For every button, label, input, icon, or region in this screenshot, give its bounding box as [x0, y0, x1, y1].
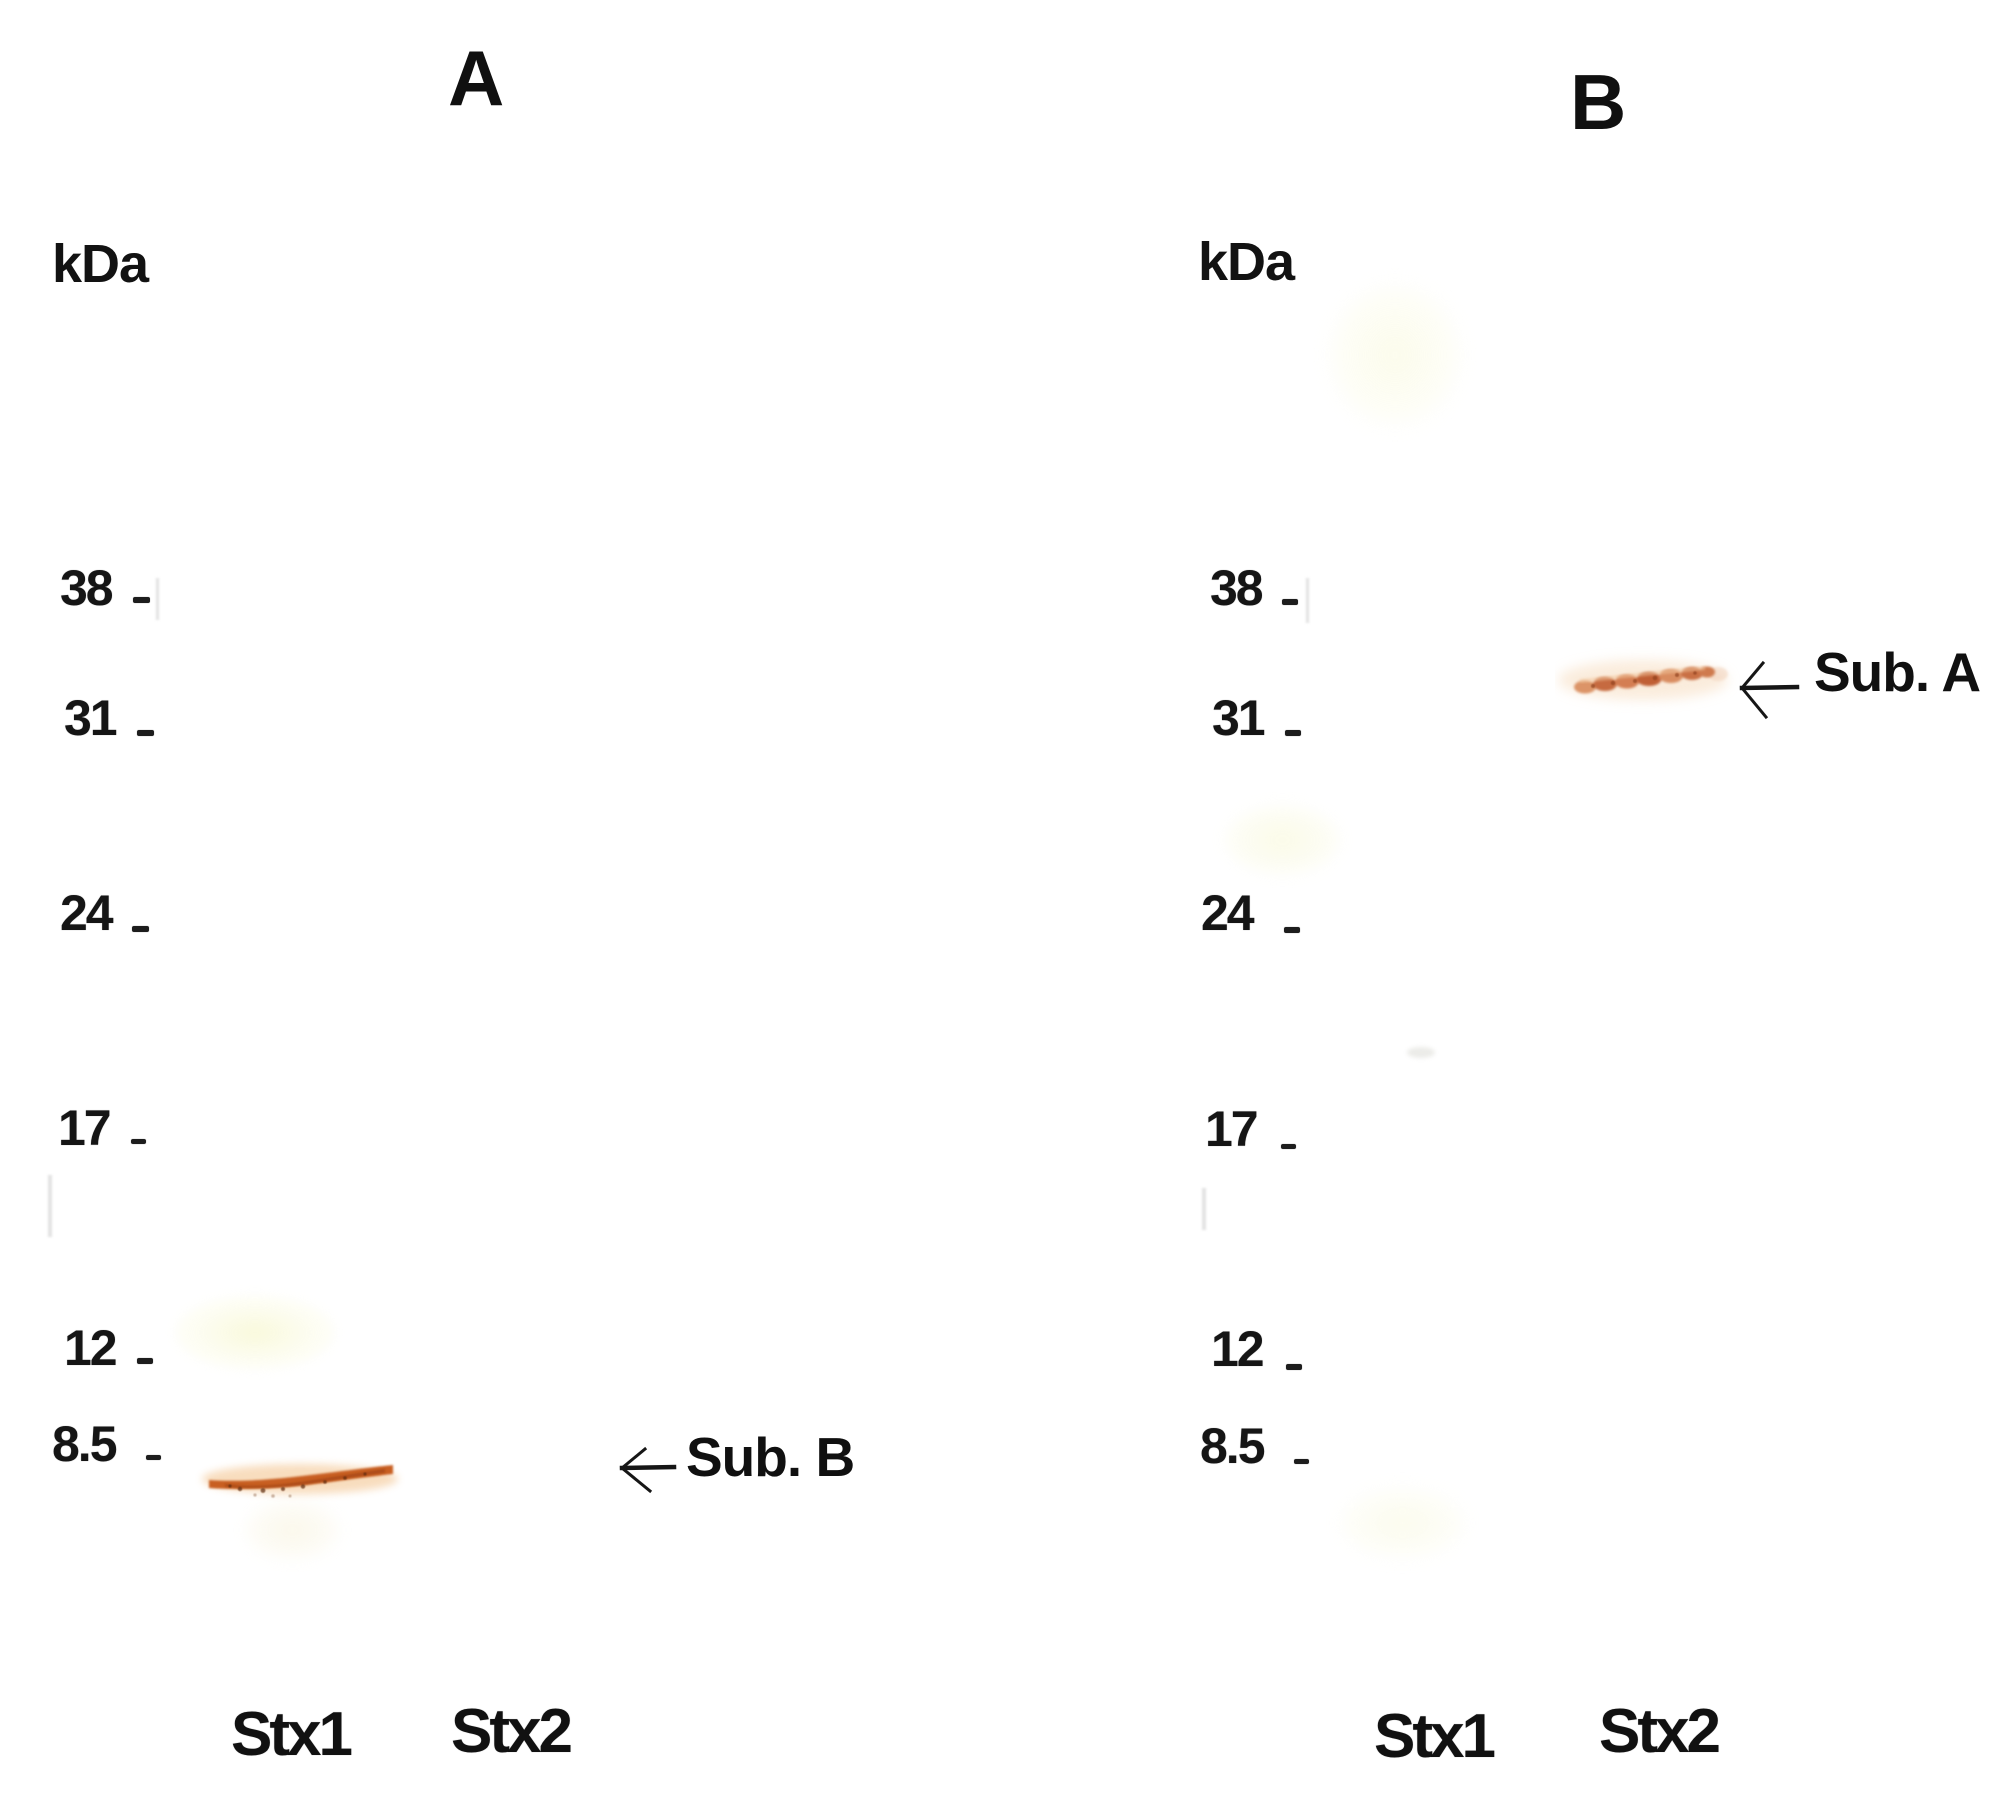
panel-a-marker-38: 38: [60, 560, 114, 616]
panel-b-title: B: [1570, 58, 1626, 146]
panel-b-gel-edge-artifact-mid: [1202, 1188, 1206, 1230]
panel-a-kda-label: kDa: [52, 234, 149, 294]
panel-a-gel-edge-artifact-mid: [48, 1175, 52, 1237]
panel-a-lane-label-stx1: Stx1: [231, 1700, 353, 1769]
sub-b-label: Sub. B: [686, 1426, 855, 1488]
panel-b-marker-31: 31: [1212, 690, 1266, 746]
panel-a-tick-38: [133, 597, 150, 603]
sub-b-arrow-icon: [619, 1446, 677, 1494]
panel-b-tick-8-5: [1294, 1459, 1309, 1464]
sub-a-label: Sub. A: [1814, 641, 1981, 703]
panel-a-marker-12: 12: [64, 1320, 118, 1376]
panel-a-title: A: [448, 34, 504, 122]
panel-a-faint-smudge: [175, 1295, 335, 1370]
panel-a-gel-edge-artifact-top: [156, 578, 159, 620]
panel-a-band-afterglow: [245, 1500, 340, 1560]
panel-b-kda-label: kDa: [1198, 232, 1295, 292]
sub-a-arrow-icon: [1739, 660, 1800, 720]
panel-b-marker-17: 17: [1205, 1101, 1259, 1157]
panel-b-gel-edge-artifact-top: [1306, 578, 1309, 623]
panel-a-tick-31: [137, 730, 154, 736]
panel-b-tick-12: [1286, 1364, 1302, 1370]
panel-b-faint-gray-mark: [1407, 1047, 1435, 1058]
panel-a-marker-24: 24: [60, 885, 114, 941]
panel-b-lane-label-stx1: Stx1: [1374, 1702, 1496, 1771]
panel-b-tick-17: [1281, 1144, 1296, 1149]
panel-a-marker-31: 31: [64, 690, 118, 746]
panel-b-faint-smudge-bottom: [1340, 1488, 1465, 1558]
panel-b-marker-38: 38: [1210, 560, 1264, 616]
panel-a-band-sub-b: [202, 1464, 398, 1498]
panel-a-lane-label-stx2: Stx2: [451, 1697, 573, 1766]
panel-b-faint-smudge-mid: [1225, 805, 1340, 875]
panel-b-lane-label-stx2: Stx2: [1599, 1697, 1721, 1766]
panel-a-marker-8-5: 8.5: [52, 1416, 118, 1472]
panel-b-tick-31: [1285, 730, 1301, 736]
panel-b-band-sub-a: [1558, 660, 1728, 700]
panel-b-tick-24: [1284, 927, 1300, 933]
panel-b-marker-12: 12: [1211, 1321, 1265, 1377]
panel-a-tick-12: [137, 1358, 153, 1364]
panel-b-faint-smudge-top: [1330, 285, 1460, 425]
panel-a-tick-17: [131, 1139, 146, 1144]
panel-b-marker-24: 24: [1201, 885, 1255, 941]
panel-a-marker-17: 17: [58, 1100, 112, 1156]
panel-b-tick-38: [1282, 599, 1298, 605]
panel-a-tick-8-5: [146, 1455, 161, 1460]
panel-b-marker-8-5: 8.5: [1200, 1418, 1266, 1474]
panel-a-tick-24: [132, 926, 149, 932]
